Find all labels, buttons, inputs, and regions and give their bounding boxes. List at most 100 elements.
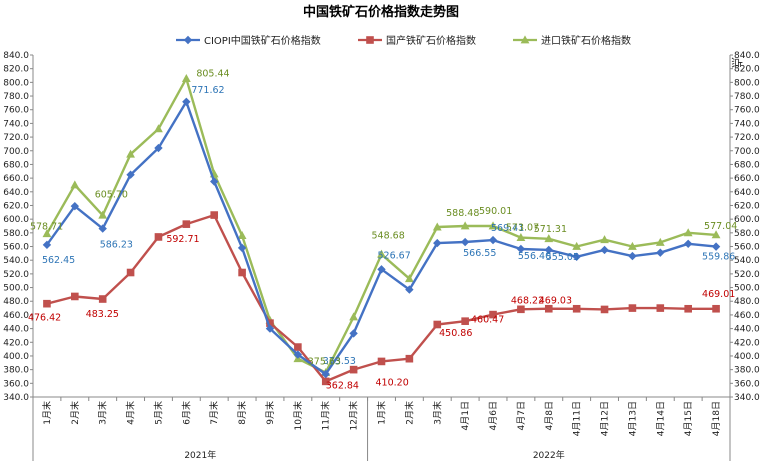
data-label: 592.71 <box>166 234 199 245</box>
y-tick-label-right: 740.0 <box>734 119 760 129</box>
x-tick-label: 4月18日 <box>711 401 722 436</box>
data-point <box>265 324 275 333</box>
data-point <box>656 248 665 257</box>
y-tick-label: 680.0 <box>3 160 29 170</box>
data-point <box>98 295 107 303</box>
y-tick-label: 660.0 <box>3 174 29 184</box>
data-point <box>405 354 414 363</box>
data-label: 460.47 <box>471 315 504 326</box>
data-point <box>489 310 497 319</box>
data-point <box>405 285 414 294</box>
y-tick-label: 740.0 <box>3 119 29 129</box>
data-label: 590.01 <box>479 206 512 217</box>
y-tick-label-right: 600.0 <box>734 215 760 225</box>
data-point <box>238 268 246 277</box>
x-tick-label: 4月6日 <box>488 401 499 430</box>
data-point <box>377 265 386 274</box>
data-point <box>600 305 609 314</box>
data-point <box>544 234 554 243</box>
x-tick-label: 10月末 <box>292 401 304 430</box>
data-point <box>488 235 498 245</box>
y-tick-label-right: 840.0 <box>734 51 760 61</box>
y-tick-label: 380.0 <box>3 366 29 376</box>
series-line <box>45 77 717 374</box>
data-label: 578.71 <box>30 222 63 233</box>
data-point <box>572 252 581 261</box>
x-tick-label: 3月末 <box>97 401 109 425</box>
data-point <box>628 251 637 261</box>
data-labels: 562.45 586.23 771.62 373.53 526.67 566.55 569.… <box>28 69 737 392</box>
data-point <box>712 304 720 313</box>
data-point <box>517 305 525 314</box>
data-label: 469.01 <box>702 289 735 300</box>
x-tick-label: 4月7日 <box>516 401 527 430</box>
y-tick-label-right: 640.0 <box>734 188 760 198</box>
y-tick-label-right: 380.0 <box>734 366 760 376</box>
data-point <box>126 170 135 179</box>
data-point <box>544 304 553 313</box>
data-label: 483.25 <box>86 309 119 320</box>
data-point <box>210 177 219 186</box>
legend-marker <box>366 36 374 44</box>
data-point <box>684 304 692 313</box>
data-label: 526.67 <box>378 250 411 261</box>
data-point <box>404 274 414 283</box>
x-tick-label: 3月末 <box>431 401 443 425</box>
x-tick-label: 5月末 <box>152 401 164 425</box>
data-point <box>321 369 330 379</box>
data-point <box>321 377 330 386</box>
data-label: 556.40 <box>518 251 551 262</box>
y-tick-label-right: 760.0 <box>734 106 760 116</box>
x-tick-label: 4月15日 <box>683 401 694 436</box>
y-tick-label-right: 720.0 <box>734 133 760 143</box>
y-tick-label-right: 420.0 <box>734 338 760 348</box>
x-tick-label: 4月末 <box>125 401 137 425</box>
x-tick-label: 12月末 <box>348 401 360 430</box>
y-tick-label: 760.0 <box>3 106 29 116</box>
data-label: 805.44 <box>196 69 229 80</box>
y-tick-label-right: 780.0 <box>734 92 760 102</box>
x-tick-label: 4月14日 <box>655 401 666 436</box>
data-point <box>349 329 358 338</box>
data-point <box>516 244 526 254</box>
data-point <box>628 241 637 250</box>
data-point <box>154 124 163 133</box>
data-label: 375.63 <box>308 357 341 368</box>
data-label: 410.20 <box>376 377 409 388</box>
y-tick-label: 520.0 <box>3 270 29 280</box>
data-label: 605.70 <box>95 189 128 200</box>
y-tick-label-right: 340.0 <box>734 393 760 403</box>
y-tick-label: 820.0 <box>3 65 29 75</box>
y-tick-label: 800.0 <box>3 78 29 88</box>
y-tick-label: 580.0 <box>3 229 29 239</box>
data-point <box>237 230 247 239</box>
y-tick-label-right: 480.0 <box>734 297 760 307</box>
y-tick-label: 440.0 <box>3 325 29 335</box>
data-label: 469.03 <box>539 296 572 307</box>
data-point <box>460 237 470 247</box>
data-point <box>461 317 469 325</box>
y-tick-label: 840.0 <box>3 51 29 61</box>
x-tick-label: 4月1日 <box>460 401 471 430</box>
data-point <box>71 292 79 301</box>
data-point <box>237 243 247 253</box>
y-tick-label: 620.0 <box>3 201 29 211</box>
data-point <box>683 239 693 248</box>
y-tick-label: 560.0 <box>3 243 29 253</box>
year-label: 2022年 <box>533 449 565 461</box>
data-label: 559.86 <box>702 252 735 263</box>
x-tick-label: 1月末 <box>41 401 53 425</box>
legend-label: 国产铁矿石价格指数 <box>386 34 476 47</box>
y-tick-label: 420.0 <box>3 338 29 348</box>
data-label: 362.84 <box>326 380 359 391</box>
y-tick-label-right: 360.0 <box>734 379 760 389</box>
data-point <box>656 304 665 312</box>
year-label: 2021年 <box>184 449 216 461</box>
x-tick-label: 4月13日 <box>627 401 638 436</box>
data-label: 586.23 <box>100 240 133 251</box>
x-tick-label: 4月12日 <box>600 401 611 436</box>
data-label: 562.45 <box>42 255 75 266</box>
x-tick-label: 2月末 <box>69 401 81 425</box>
x-tick-label: 4月8日 <box>544 401 555 430</box>
